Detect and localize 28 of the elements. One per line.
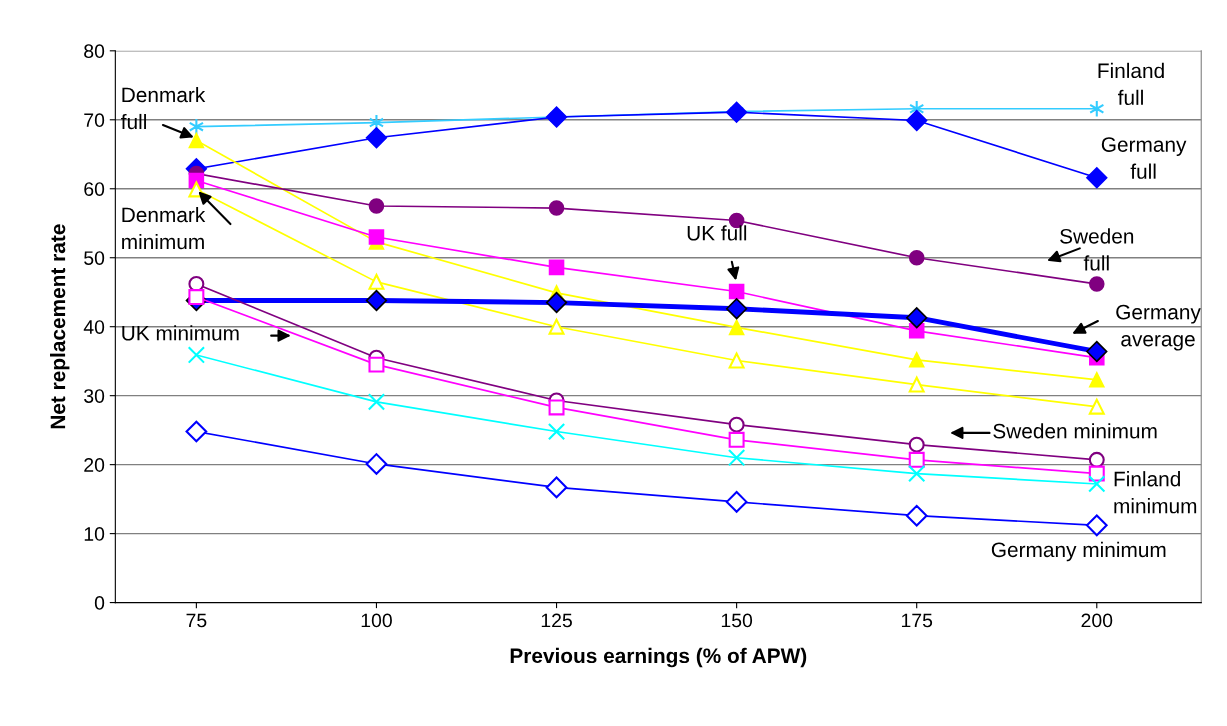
y-tick-label: 50 (84, 251, 105, 265)
x-tick-label: 75 (186, 613, 207, 628)
y-tick-label: 10 (84, 527, 105, 541)
x-tick-label: 175 (901, 613, 933, 628)
annotation: Denmark full (121, 86, 206, 130)
y-tick-label: 40 (83, 320, 105, 334)
y-tick-label: 80 (84, 44, 105, 59)
annotation: Finland minimum (1114, 471, 1197, 514)
y-tick-label: 30 (84, 389, 105, 403)
y-axis-title: Net replacement rate (49, 224, 70, 429)
y-tick-label: 0 (94, 596, 105, 610)
x-tick-label: 200 (1081, 613, 1113, 628)
y-tick-label: 20 (84, 458, 105, 472)
annotation: Sweden full (1060, 228, 1134, 271)
annotation: Sweden minimum (993, 423, 1157, 439)
x-tick-label: 125 (541, 613, 572, 628)
x-tick-label: 150 (721, 613, 753, 628)
annotation: Denmark minimum (122, 206, 206, 250)
y-tick-label: 60 (84, 182, 105, 196)
y-tick-label: 70 (84, 113, 105, 128)
annotation: Finland full (1098, 62, 1164, 106)
annotation: UK full (687, 225, 747, 241)
annotation: UK minimum (122, 325, 239, 341)
annotation: Germany full (1101, 137, 1187, 179)
annotation: Germany minimum (991, 541, 1166, 562)
annotation: Germany average (1116, 304, 1201, 351)
x-axis-title: Previous earnings (% of APW) (510, 647, 807, 668)
x-tick-label: 100 (361, 613, 392, 628)
